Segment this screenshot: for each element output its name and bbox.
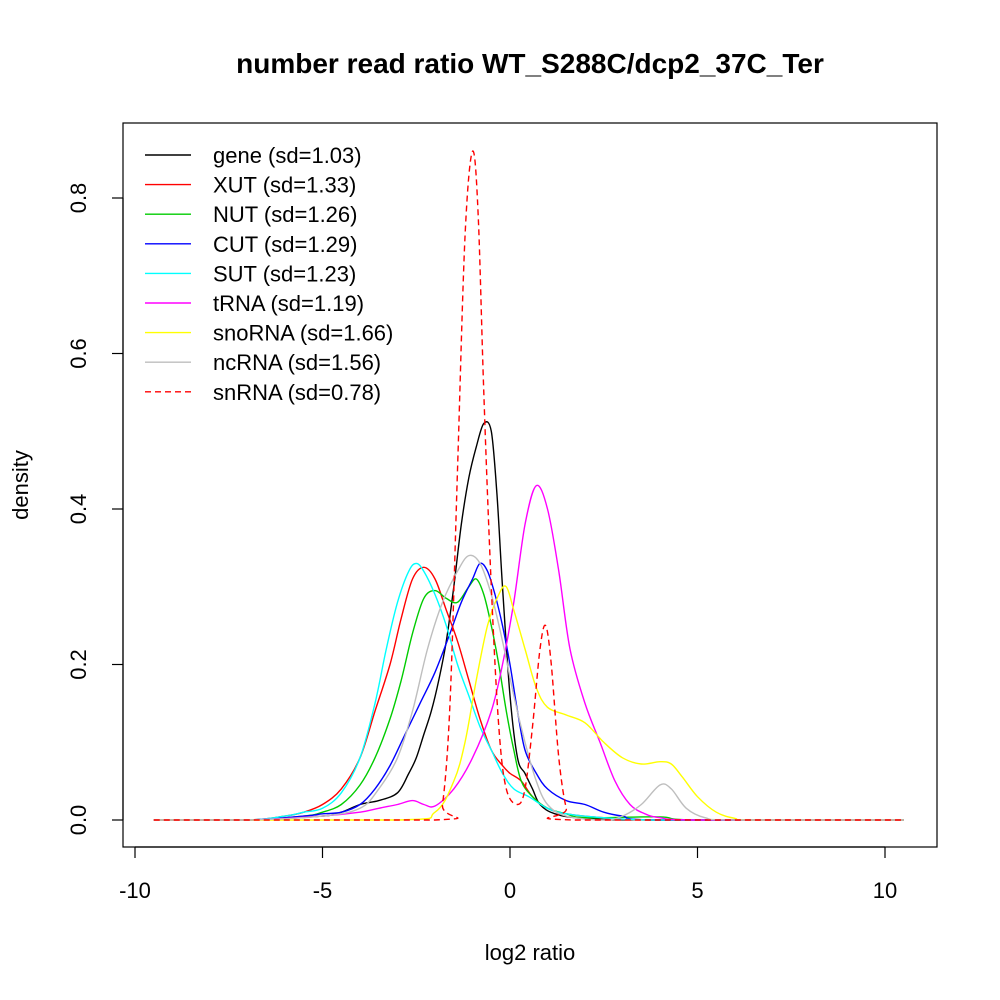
x-tick-label: 5 (691, 878, 703, 903)
x-tick-label: -10 (119, 878, 151, 903)
x-tick-label: 10 (873, 878, 897, 903)
y-tick-label: 0.2 (66, 649, 91, 680)
y-axis-label: density (8, 450, 33, 520)
legend-label: snoRNA (sd=1.66) (213, 321, 393, 346)
legend-label: snRNA (sd=0.78) (213, 380, 381, 405)
legend-label: tRNA (sd=1.19) (213, 291, 364, 316)
y-tick-label: 0.6 (66, 338, 91, 369)
y-tick-label: 0.8 (66, 183, 91, 214)
legend-label: CUT (sd=1.29) (213, 232, 357, 257)
chart-title: number read ratio WT_S288C/dcp2_37C_Ter (236, 48, 824, 79)
legend-label: NUT (sd=1.26) (213, 202, 357, 227)
series-line-ncrna (153, 554, 904, 821)
x-axis-label: log2 ratio (485, 940, 576, 965)
legend-label: XUT (sd=1.33) (213, 173, 356, 198)
legend-label: ncRNA (sd=1.56) (213, 350, 381, 375)
y-tick-label: 0.0 (66, 805, 91, 836)
legend-label: gene (sd=1.03) (213, 143, 362, 168)
x-tick-label: -5 (313, 878, 333, 903)
y-axis: 0.0 0.2 0.4 0.6 0.8 (66, 183, 124, 836)
series-line-trna (153, 484, 904, 821)
x-axis: -10 -5 0 5 10 (119, 846, 897, 903)
series-line-cut (153, 562, 904, 821)
series-line-snorna (153, 585, 904, 821)
series-line-nut (153, 578, 904, 821)
legend: gene (sd=1.03) XUT (sd=1.33) NUT (sd=1.26)… (145, 143, 393, 405)
x-tick-label: 0 (504, 878, 516, 903)
y-tick-label: 0.4 (66, 494, 91, 525)
series-layer (153, 150, 904, 821)
legend-label: SUT (sd=1.23) (213, 261, 356, 286)
